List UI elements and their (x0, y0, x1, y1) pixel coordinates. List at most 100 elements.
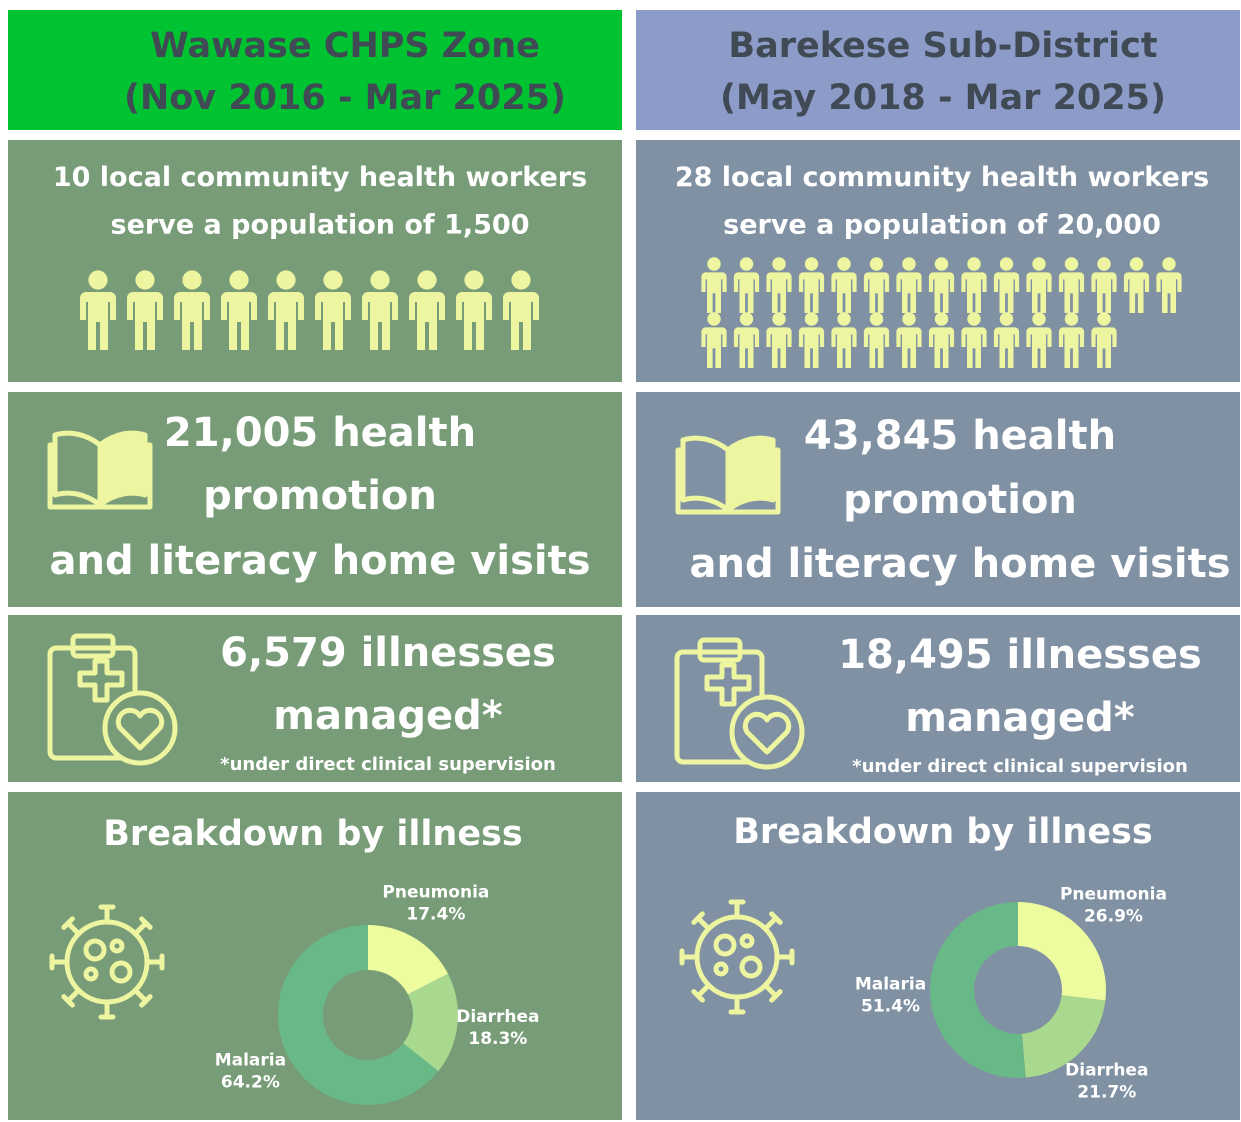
person-head (1097, 257, 1111, 271)
heart (115, 707, 165, 751)
slice-value: 26.9% (1084, 906, 1143, 926)
person-icon (268, 270, 304, 350)
person-body (733, 272, 760, 313)
person-body (1058, 327, 1085, 368)
header-title: Barekese Sub-District (728, 26, 1157, 66)
person-head (902, 312, 916, 326)
person-body (127, 292, 163, 350)
book-icon (47, 430, 153, 510)
person-body (1026, 327, 1052, 368)
person-head (1129, 257, 1144, 271)
person-icon (174, 270, 210, 350)
person-icon (701, 257, 727, 313)
person-icon (831, 312, 857, 368)
person-head (707, 312, 721, 326)
virus-dot (109, 938, 125, 954)
person-body (896, 272, 922, 313)
person-body (798, 272, 825, 313)
person-head (934, 312, 949, 326)
virus-dot (109, 960, 133, 984)
spike-tip (691, 911, 705, 925)
person-head (739, 312, 754, 326)
person-head (1064, 312, 1079, 326)
person-icon (766, 257, 792, 313)
person-icon (701, 312, 727, 368)
header-title: (May 2018 - Mar 2025) (720, 78, 1166, 118)
clipboard-clip (697, 637, 743, 663)
person-body (733, 327, 760, 368)
person-head (88, 270, 108, 290)
virus-icon (679, 899, 795, 1015)
clipboard-clip (70, 633, 116, 659)
person-body (221, 292, 257, 350)
footnote: *under direct clinical supervision (852, 756, 1188, 777)
person-icon (961, 312, 987, 368)
spike-tip (691, 989, 705, 1003)
person-icon (863, 312, 890, 368)
person-body (993, 327, 1020, 368)
person-icon (1123, 257, 1150, 313)
person-icon (1091, 312, 1117, 368)
footnote: *under direct clinical supervision (220, 754, 556, 775)
person-head (837, 257, 851, 271)
person-head (739, 257, 754, 271)
workers-text: 10 local community health workers (53, 162, 587, 193)
person-icon (733, 312, 760, 368)
person-icon (733, 257, 760, 313)
person-icon (993, 312, 1020, 368)
person-body (928, 272, 955, 313)
slice-name: Diarrhea (1065, 1061, 1148, 1081)
person-head (1032, 312, 1046, 326)
person-icon (1026, 312, 1052, 368)
person-body (456, 292, 492, 350)
person-head (1064, 257, 1079, 271)
person-head (1097, 312, 1111, 326)
cross (77, 658, 125, 703)
visits-text: 43,845 health (804, 413, 1116, 459)
spike-tip (139, 916, 153, 930)
donut-slice (368, 925, 448, 995)
slice-value: 17.4% (406, 905, 465, 925)
person-head (229, 270, 249, 290)
workers-text: 28 local community health workers (675, 162, 1209, 193)
spike-tip (61, 994, 75, 1008)
person-head (967, 257, 981, 271)
person-head (999, 312, 1014, 326)
person-body (174, 292, 210, 350)
person-body (863, 272, 890, 313)
panel-box (8, 140, 622, 382)
header-box (636, 10, 1240, 130)
person-head (370, 270, 390, 290)
person-head (999, 257, 1014, 271)
person-icon (896, 312, 922, 368)
book-cover (675, 447, 781, 515)
person-icon (221, 270, 257, 350)
clipboard-icon (47, 633, 178, 766)
population-text: serve a population of 1,500 (111, 210, 530, 241)
person-head (804, 312, 819, 326)
person-head (182, 270, 202, 290)
person-icon (80, 270, 116, 350)
person-head (869, 312, 884, 326)
person-body (961, 272, 987, 313)
slice-name: Malaria (855, 975, 926, 995)
book-page (52, 430, 103, 508)
visits-text: 21,005 health (164, 410, 476, 456)
person-icon (503, 270, 539, 350)
person-body (1026, 272, 1052, 313)
book-page (97, 430, 148, 508)
slice-value: 51.4% (861, 997, 920, 1017)
person-icon (409, 270, 445, 350)
donut-slice (1018, 902, 1106, 1001)
virus-dot (713, 933, 737, 957)
virus-dot (83, 938, 107, 962)
person-icon (831, 257, 857, 313)
person-body (896, 327, 922, 368)
person-body (503, 292, 539, 350)
person-icon (766, 312, 792, 368)
workers-text-rest: local community health workers (100, 162, 587, 193)
population-text: serve a population of 20,000 (723, 210, 1161, 241)
donut-slice (1021, 995, 1106, 1078)
spike-tip (769, 989, 783, 1003)
spike-tip (769, 911, 783, 925)
